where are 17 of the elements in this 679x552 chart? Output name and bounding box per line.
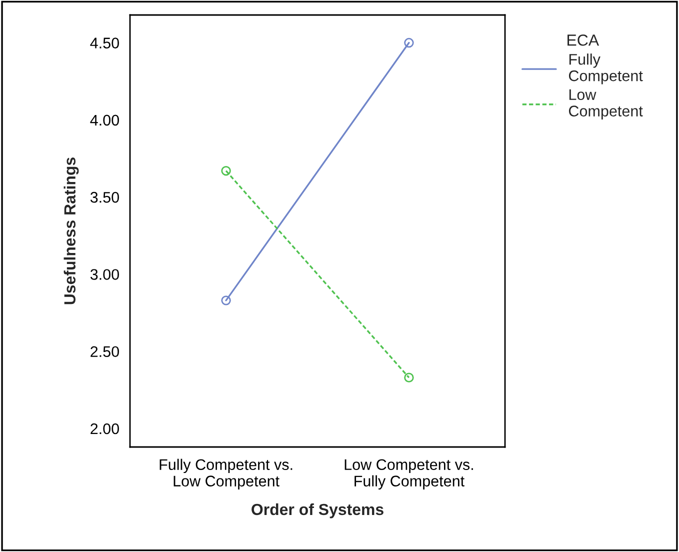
y-tick-label: 2.00 — [90, 423, 119, 434]
point — [221, 296, 231, 306]
legend-label: Low Competent — [568, 89, 643, 120]
x-tick-label: Low Competent vs. Fully Competent — [344, 459, 473, 490]
y-tick-label: 4.50 — [90, 38, 119, 48]
legend-title: ECA — [568, 34, 600, 46]
y-tick-label: 4.00 — [90, 114, 119, 126]
y-tick-label: 3.00 — [90, 269, 119, 280]
y-axis-title: Usefulness Ratings — [64, 158, 79, 304]
y-tick-label: 3.50 — [90, 192, 119, 203]
point — [404, 372, 414, 382]
x-axis-title: Order of Systems — [252, 503, 384, 518]
point — [404, 38, 414, 48]
point — [221, 166, 231, 176]
legend-label: Fully Competent — [568, 54, 643, 84]
x-tick-label: Fully Competent vs. Low Competent — [160, 458, 292, 490]
y-tick-label: 2.50 — [90, 346, 119, 358]
